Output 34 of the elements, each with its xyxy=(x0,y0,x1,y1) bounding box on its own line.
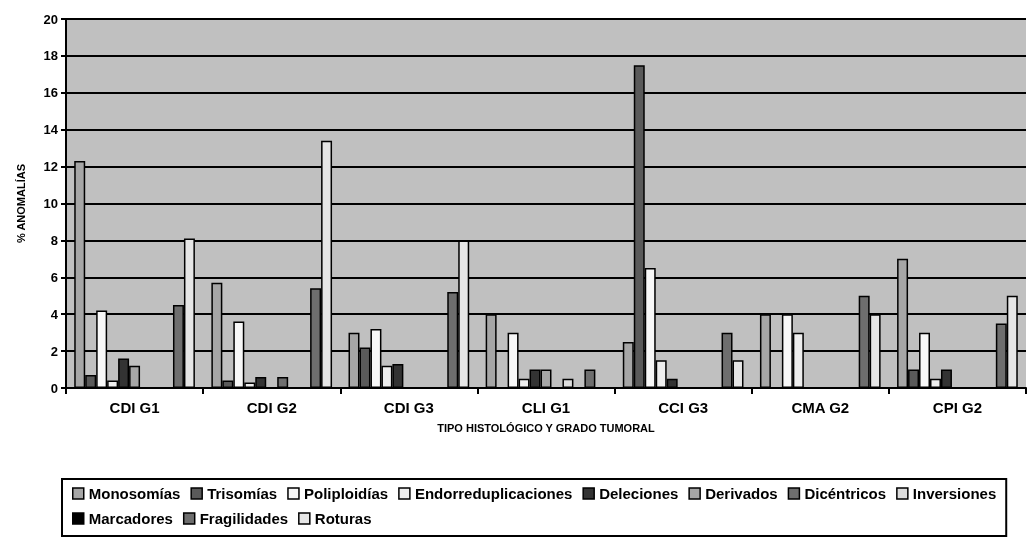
bar xyxy=(584,369,596,388)
legend-label: Fragilidades xyxy=(199,510,289,527)
y-tick-label: 16 xyxy=(43,85,58,101)
y-tick-label: 12 xyxy=(43,159,58,175)
y-axis-title: % ANOMALÍAS xyxy=(14,163,27,244)
legend-label: Monosomías xyxy=(88,485,181,502)
y-tick-label: 18 xyxy=(43,48,58,64)
legend-label: Trisomías xyxy=(207,485,278,502)
x-tick-label: CCI G3 xyxy=(658,399,709,416)
x-tick-label: CLI G1 xyxy=(521,399,571,416)
x-tick-label: CDI G3 xyxy=(383,399,434,416)
y-tick-label: 14 xyxy=(43,122,59,138)
x-tick-label: CMA G2 xyxy=(791,399,850,416)
legend-label: Deleciones xyxy=(599,485,679,502)
bar xyxy=(277,376,289,388)
y-tick-label: 6 xyxy=(50,269,58,285)
x-axis-title: TIPO HISTOLÓGICO Y GRADO TUMORAL xyxy=(437,421,656,434)
y-tick-label: 4 xyxy=(50,306,59,322)
x-tick-label: CPI G2 xyxy=(932,399,983,416)
bar xyxy=(562,378,574,388)
legend-label: Inversiones xyxy=(912,485,997,502)
legend-label: Dicéntricos xyxy=(804,485,887,502)
legend-label: Endorreduplicaciones xyxy=(414,485,573,502)
x-tick-label: CDI G1 xyxy=(109,399,160,416)
legend-label: Derivados xyxy=(705,485,778,502)
legend-label: Roturas xyxy=(314,510,372,527)
y-tick-label: 10 xyxy=(43,196,58,211)
legend-label: Poliploidías xyxy=(303,485,389,502)
y-tick-label: 2 xyxy=(50,343,58,359)
x-tick-label: CDI G2 xyxy=(246,399,297,416)
y-tick-label: 20 xyxy=(43,11,58,27)
y-tick-label: 0 xyxy=(50,380,58,396)
legend-label: Marcadores xyxy=(88,510,173,527)
y-tick-label: 8 xyxy=(50,232,58,248)
